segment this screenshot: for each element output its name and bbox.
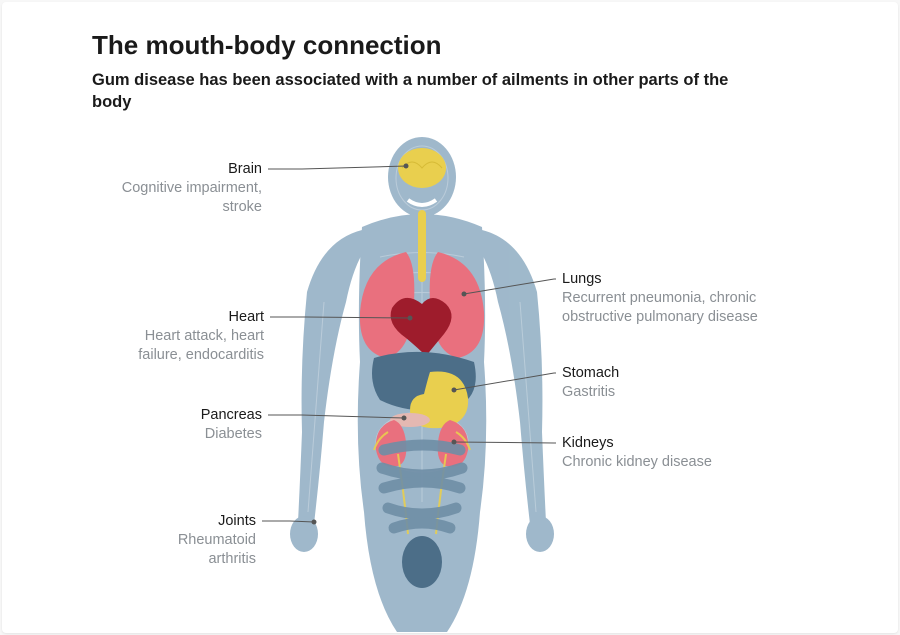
label-brain-desc: Cognitive impairment, stroke [92,179,262,217]
label-lungs-desc: Recurrent pneumonia, chronic obstructive… [562,289,802,327]
label-joints-desc: Rheumatoid arthritis [136,531,256,569]
label-pancreas-organ: Pancreas [142,406,262,425]
label-kidneys: KidneysChronic kidney disease [562,434,762,472]
label-stomach: StomachGastritis [562,364,762,402]
label-joints-organ: Joints [136,512,256,531]
label-pancreas: PancreasDiabetes [142,406,262,444]
label-kidneys-organ: Kidneys [562,434,762,453]
label-pancreas-desc: Diabetes [142,425,262,444]
label-lungs-organ: Lungs [562,270,802,289]
label-stomach-organ: Stomach [562,364,762,383]
label-heart-desc: Heart attack, heart failure, endocarditi… [114,327,264,365]
label-joints: JointsRheumatoid arthritis [136,512,256,569]
label-lungs: LungsRecurrent pneumonia, chronic obstru… [562,270,802,327]
label-heart: HeartHeart attack, heart failure, endoca… [114,308,264,365]
label-stomach-desc: Gastritis [562,383,762,402]
label-brain: BrainCognitive impairment, stroke [92,160,262,217]
label-brain-organ: Brain [92,160,262,179]
infographic-subtitle: Gum disease has been associated with a n… [92,69,732,114]
label-kidneys-desc: Chronic kidney disease [562,453,762,472]
infographic-card: The mouth-body connection Gum disease ha… [2,2,898,633]
infographic-title: The mouth-body connection [92,30,858,61]
label-heart-organ: Heart [114,308,264,327]
